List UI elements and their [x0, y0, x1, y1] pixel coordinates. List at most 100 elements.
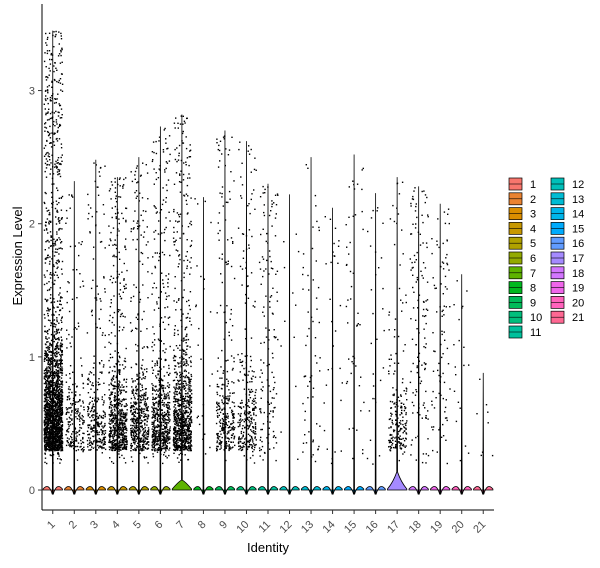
x-tick-label-15: 15 [342, 519, 359, 536]
x-axis-title: Identity [247, 540, 289, 555]
violin-10 [236, 141, 257, 495]
x-tick-label-2: 2 [67, 519, 80, 532]
x-tick-label-21: 21 [471, 519, 488, 536]
violin-13 [300, 157, 322, 495]
x-tick-label-18: 18 [407, 519, 424, 536]
violin-7 [171, 114, 192, 491]
points-8 [194, 198, 213, 455]
x-tick-label-17: 17 [385, 519, 402, 536]
violin-17 [387, 177, 408, 491]
x-tick-label-16: 16 [364, 519, 381, 536]
x-tick-label-4: 4 [110, 519, 123, 532]
legend-label-2: 2 [530, 194, 536, 206]
legend-label-19: 19 [572, 283, 584, 295]
points-5 [129, 162, 150, 464]
points-3 [86, 162, 107, 454]
legend-label-12: 12 [572, 179, 584, 191]
y-tick-label-0: 0 [29, 485, 35, 497]
legend-item-21: 21 [550, 310, 584, 324]
legend-item-6: 6 [508, 251, 536, 265]
points-17 [388, 181, 408, 462]
x-tick-label-10: 10 [234, 519, 251, 536]
legend-label-13: 13 [572, 194, 584, 206]
x-tick-label-14: 14 [321, 519, 338, 536]
points-13 [302, 164, 321, 463]
legend-item-8: 8 [508, 281, 536, 295]
legend-item-20: 20 [550, 296, 584, 309]
legend-item-7: 7 [508, 266, 536, 280]
legend-item-5: 5 [508, 236, 536, 250]
x-tick-label-8: 8 [196, 519, 209, 532]
points-16 [366, 207, 385, 465]
violin-5 [128, 157, 149, 495]
points-9 [215, 135, 236, 462]
legend-item-11: 11 [508, 325, 541, 339]
legend-item-3: 3 [508, 207, 536, 221]
violin-14 [322, 207, 343, 495]
legend-item-12: 12 [550, 177, 584, 191]
x-tick-label-12: 12 [277, 519, 294, 536]
points-11 [258, 185, 279, 462]
points-2 [65, 194, 85, 461]
points-14 [323, 216, 343, 465]
x-tick-label-6: 6 [153, 519, 166, 532]
y-axis-title: Expression Level [10, 206, 25, 305]
violin-3 [85, 159, 106, 495]
legend-item-2: 2 [508, 192, 536, 206]
jitter-points [43, 30, 494, 465]
x-tick-label-11: 11 [257, 519, 274, 536]
y-tick-label-2: 2 [29, 219, 35, 231]
legend-label-1: 1 [530, 179, 536, 191]
violin-18 [408, 186, 429, 495]
legend-item-4: 4 [508, 222, 536, 235]
legend-item-14: 14 [550, 207, 584, 221]
legend-label-16: 16 [572, 238, 584, 250]
y-tick-label-1: 1 [29, 352, 35, 364]
legend-label-11: 11 [530, 327, 541, 339]
violin-21 [473, 372, 494, 495]
x-tick-label-9: 9 [217, 519, 230, 532]
legend-label-3: 3 [530, 209, 536, 221]
legend-item-19: 19 [550, 281, 584, 295]
legend-item-16: 16 [550, 236, 584, 250]
violin-6 [150, 126, 171, 495]
violin-2 [64, 181, 85, 495]
legend-label-5: 5 [530, 238, 536, 250]
points-4 [108, 177, 128, 464]
legend-item-9: 9 [508, 296, 536, 309]
legend-label-18: 18 [572, 268, 584, 280]
violin-1 [42, 30, 63, 495]
legend-label-21: 21 [572, 312, 584, 324]
y-tick-label-3: 3 [29, 86, 35, 98]
x-tick-label-3: 3 [88, 519, 101, 532]
legend-label-7: 7 [530, 268, 536, 280]
legend-item-15: 15 [550, 222, 584, 235]
violin-12 [279, 194, 300, 495]
violin-15 [344, 154, 365, 495]
points-7 [172, 115, 193, 463]
points-19 [431, 208, 451, 465]
legend-label-9: 9 [530, 297, 536, 309]
x-tick-label-5: 5 [131, 519, 144, 532]
points-12 [280, 233, 300, 460]
points-18 [409, 187, 430, 464]
x-tick-label-20: 20 [450, 519, 467, 536]
points-10 [237, 141, 257, 464]
legend-item-13: 13 [550, 192, 584, 206]
legend-label-20: 20 [572, 297, 584, 309]
points-6 [151, 127, 171, 465]
violin-4 [107, 177, 128, 495]
legend-label-10: 10 [530, 312, 542, 324]
legend-label-17: 17 [572, 253, 584, 265]
violin-19 [430, 203, 451, 495]
violin-16 [365, 193, 386, 495]
legend-item-10: 10 [508, 310, 542, 324]
points-20 [453, 280, 470, 462]
violin-20 [451, 274, 472, 495]
points-15 [345, 167, 365, 460]
legend-label-14: 14 [572, 209, 584, 221]
legend-label-4: 4 [530, 223, 536, 235]
